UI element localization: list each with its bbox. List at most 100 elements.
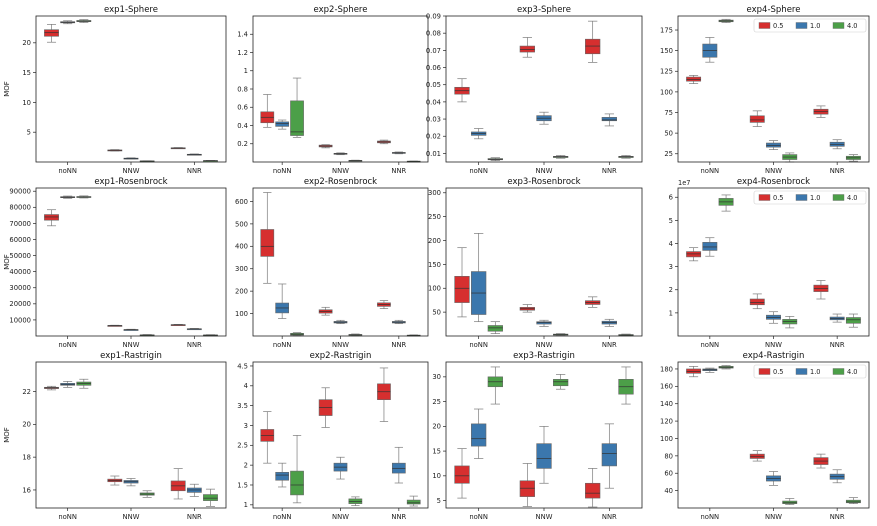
box-iqr (749, 115, 765, 123)
box-nnw-4.0 (782, 498, 798, 505)
box-iqr (275, 121, 290, 127)
panel-exp2-rastrigin: exp2-Rastrigin 1 1.5 2 2.5 3 3.5 4 4.5 noNN NNW NNR (237, 351, 429, 521)
x-tick-label: NNR (830, 341, 845, 349)
box-nnr-1.0 (601, 318, 617, 327)
y-tick-label: 2 (669, 286, 673, 294)
box-iqr (766, 142, 781, 148)
panel-title: exp4-Sphere (747, 5, 801, 15)
box-iqr (829, 141, 845, 147)
legend: 0.5 1.0 4.0 (753, 364, 867, 379)
y-tick-label: 300 (428, 189, 441, 197)
box-nnr-1.0 (391, 151, 406, 155)
y-tick-label: 0.6 (237, 104, 248, 112)
box-nnr-4.0 (845, 497, 861, 505)
box-nonn-4.0 (76, 378, 92, 389)
x-tick-label: noNN (701, 167, 720, 175)
panel-exp4-rastrigin: exp4-Rastrigin 40 60 80 100 120 140 160 180 noNN N… (660, 351, 870, 521)
y-tick-label: 50 (664, 130, 673, 138)
box-nnw-1.0 (536, 111, 552, 125)
box-nonn-0.5 (44, 209, 59, 227)
y-tick-label: 40000 (9, 268, 31, 276)
box-nnw-4.0 (348, 496, 363, 506)
panel-exp4-rosenbrock: exp4-Rosenbrock 1e7 1 2 3 4 5 6 noNN NNW NNR 0.5 1.0… (669, 177, 870, 349)
panel-title: exp2-Rastrigin (310, 351, 372, 361)
y-axis-label: MOF (3, 81, 11, 97)
y-tick-label: 70000 (9, 220, 31, 228)
box-iqr (601, 443, 617, 467)
box-nonn-1.0 (471, 233, 487, 323)
x-tick-label: noNN (273, 341, 292, 349)
box-nnw-0.5 (519, 37, 535, 58)
box-nnr-4.0 (845, 313, 861, 328)
x-tick-label: noNN (701, 513, 720, 521)
y-tick-label: 1 (244, 67, 248, 75)
panel-title: exp4-Rastrigin (743, 351, 805, 361)
y-tick-label: 2 (244, 462, 248, 470)
box-nnw-4.0 (348, 333, 363, 337)
box-iqr (454, 276, 470, 303)
box-nnr-0.5 (813, 105, 829, 118)
x-tick-label: NNW (123, 513, 140, 521)
y-tick-label: 25 (432, 398, 441, 406)
y-tick-label: 0.08 (426, 30, 441, 38)
y-tick-label: 40 (664, 487, 673, 495)
axes-frame (677, 187, 870, 337)
x-tick-label: NNW (536, 341, 553, 349)
axes-frame (445, 361, 643, 509)
box-nnw-1.0 (536, 319, 552, 327)
y-tick-label: 200 (235, 288, 248, 296)
box-nnw-1.0 (766, 311, 781, 324)
y-tick-label: 125 (660, 68, 673, 76)
box-iqr (275, 471, 290, 481)
box-nnr-1.0 (186, 328, 202, 331)
y-tick-label: 22 (22, 388, 31, 396)
box-nnw-1.0 (333, 456, 348, 480)
box-nnw-4.0 (782, 315, 798, 329)
panel-exp3-sphere: exp3-Sphere 0.01 0.02 0.03 0.04 0.05 0.06 0.07 0… (426, 5, 643, 175)
box-nonn-4.0 (718, 18, 734, 23)
x-tick-label: NNR (187, 167, 202, 175)
box-nnr-0.5 (170, 468, 186, 500)
legend-swatch (795, 22, 808, 29)
y-tick-label: 140 (660, 400, 673, 408)
axes-frame (252, 187, 429, 337)
y-tick-label: 1.4 (237, 31, 248, 39)
x-tick-label: NNW (765, 167, 782, 175)
x-tick-label: noNN (469, 513, 488, 521)
panel-exp2-rosenbrock: exp2-Rosenbrock 100 200 300 400 500 600 noNN NNW… (235, 177, 429, 349)
x-tick-label: NNW (536, 513, 553, 521)
box-nnr-4.0 (618, 155, 634, 159)
box-nnw-0.5 (107, 475, 123, 486)
legend-swatch (832, 22, 845, 29)
axes-frame (35, 187, 227, 337)
box-nonn-0.5 (686, 247, 702, 262)
box-nnw-0.5 (519, 304, 535, 313)
legend-label: 4.0 (847, 194, 858, 202)
box-nonn-0.5 (260, 192, 275, 284)
box-nonn-1.0 (702, 367, 718, 373)
x-tick-label: NNW (332, 341, 349, 349)
x-tick-label: NNR (391, 167, 406, 175)
y-tick-label: 0.02 (426, 133, 441, 141)
box-nonn-1.0 (471, 128, 487, 140)
y-tick-label: 400 (235, 243, 248, 251)
y-tick-label: 0.05 (426, 81, 441, 89)
y-tick-label: 0.01 (426, 150, 441, 158)
box-nonn-1.0 (471, 408, 487, 459)
legend-frame (753, 190, 867, 205)
box-nonn-0.5 (44, 23, 59, 43)
box-iqr (585, 482, 601, 499)
box-iqr (601, 117, 617, 122)
box-nnw-1.0 (123, 328, 139, 331)
panel-title: exp1-Rastrigin (100, 351, 162, 361)
panel-exp3-rastrigin: exp3-Rastrigin 5 10 15 20 25 30 noNN NNW NNR (432, 351, 643, 521)
y-tick-label: 5 (669, 217, 673, 225)
legend-swatch (758, 194, 771, 201)
box-nnw-4.0 (553, 374, 569, 390)
box-nnr-0.5 (377, 139, 391, 145)
y-tick-label: 5 (27, 129, 31, 137)
x-tick-label: noNN (58, 167, 77, 175)
x-tick-label: noNN (58, 513, 77, 521)
axes-frame (445, 15, 643, 163)
